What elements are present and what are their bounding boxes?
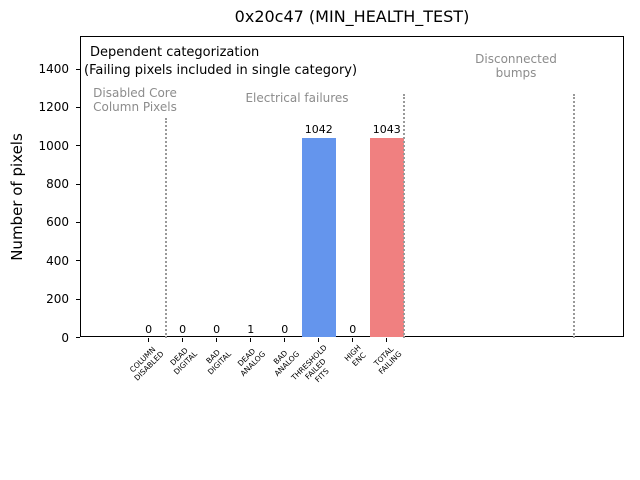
y-tick-label: 200 (46, 292, 69, 307)
annotation-failing-note: (Failing pixels included in single categ… (84, 63, 358, 78)
chart-title: 0x20c47 (MIN_HEALTH_TEST) (234, 7, 470, 26)
y-tick-mark (76, 260, 80, 262)
category-separator-3 (573, 94, 575, 338)
x-tick-mark (148, 337, 150, 342)
x-tick-mark (182, 337, 184, 342)
bar-value-label: 0 (179, 322, 187, 336)
bar-value-label: 0 (349, 322, 357, 336)
x-tick-mark (284, 337, 286, 342)
x-tick-label-text: THRESHOLD FAILED FITS (289, 342, 332, 384)
bar-total-failing (369, 137, 404, 338)
category-separator-2 (403, 94, 405, 338)
bar-value-label: 1 (247, 322, 255, 336)
y-tick-mark (76, 298, 80, 300)
y-tick-mark (76, 68, 80, 70)
x-tick-label-text: BAD DIGITAL (204, 347, 234, 376)
category-separator-1 (165, 118, 167, 338)
x-tick-mark (318, 337, 320, 342)
y-tick-label: 1200 (38, 100, 69, 115)
y-tick-mark (76, 221, 80, 223)
y-tick-label: 800 (46, 177, 69, 192)
x-tick-mark (250, 337, 252, 342)
bar-value-label: 0 (145, 322, 153, 336)
x-tick-mark (386, 337, 388, 342)
bar-value-label: 0 (213, 322, 221, 336)
y-tick-mark (76, 106, 80, 108)
annotation-disconnected-bumps: Disconnected bumps (475, 52, 557, 80)
y-tick-label: 1400 (38, 62, 69, 77)
y-tick-label: 1000 (38, 138, 69, 153)
x-tick-label-text: DEAD ANALOG (235, 346, 268, 378)
bar-threshold-failed-fits (301, 137, 336, 338)
annotation-dependent-categorization: Dependent categorization (90, 45, 260, 60)
y-axis-label: Number of pixels (8, 133, 26, 261)
bar-value-label: 1043 (372, 122, 401, 136)
y-tick-mark (76, 337, 80, 338)
x-tick-mark (352, 337, 354, 342)
y-tick-mark (76, 145, 80, 147)
y-tick-label: 600 (46, 215, 69, 230)
x-tick-label-text: DEAD DIGITAL (168, 345, 200, 376)
bar-value-label: 0 (281, 322, 289, 336)
x-tick-label-text: HIGH ENC (343, 342, 369, 368)
plot-area (80, 36, 624, 337)
x-tick-label-text: COLUMN DISABLED (127, 344, 166, 382)
x-tick-label-text: TOTAL FAILING (372, 344, 404, 376)
bar-value-label: 1042 (304, 122, 333, 136)
annotation-electrical-failures: Electrical failures (245, 91, 349, 105)
x-tick-mark (216, 337, 218, 342)
annotation-disabled-core-column-pixels: Disabled Core Column Pixels (93, 86, 177, 114)
y-tick-label: 0 (61, 330, 69, 345)
y-tick-mark (76, 183, 80, 185)
y-tick-label: 400 (46, 253, 69, 268)
